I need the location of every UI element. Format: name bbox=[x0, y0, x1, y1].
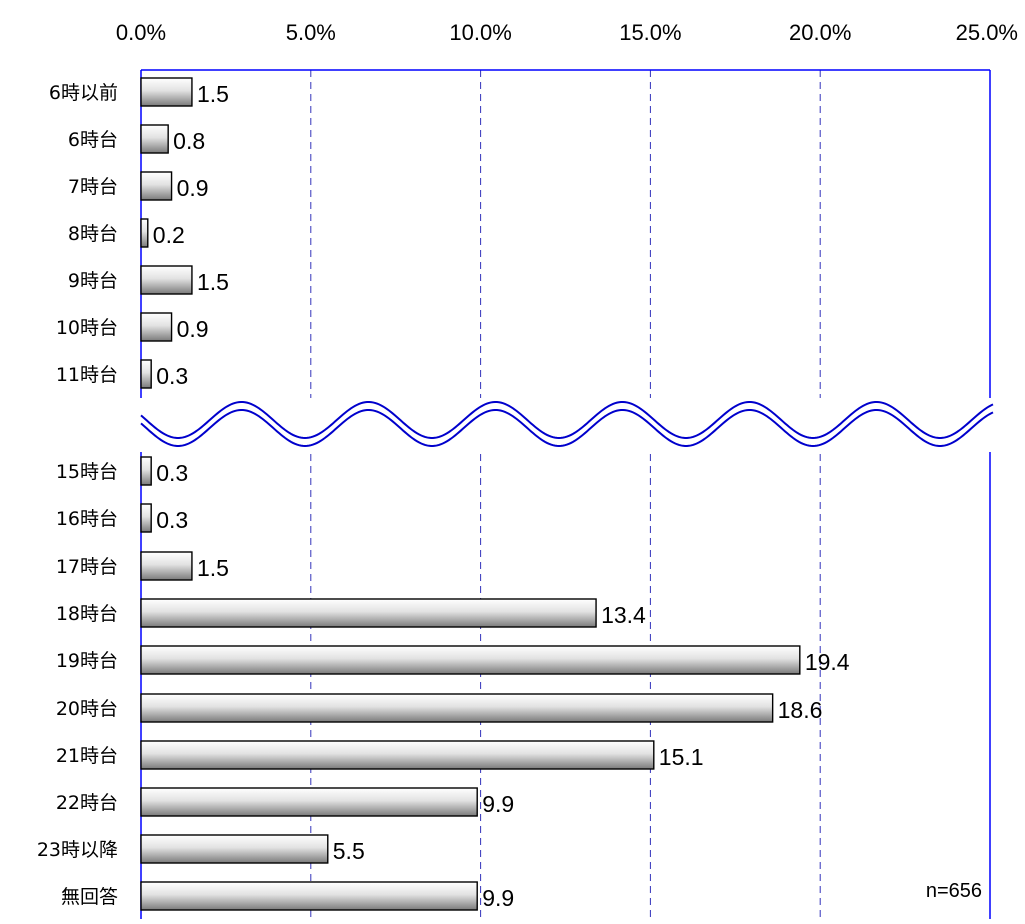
category-label: 23時以降 bbox=[37, 839, 118, 861]
x-tick-label: 15.0% bbox=[619, 20, 681, 45]
x-tick-label: 0.0% bbox=[116, 20, 166, 45]
labels: 0.0% 5.0% 10.0% 15.0% 20.0% 25.0% 6時以前 1.5 6時台 0.… bbox=[37, 20, 1018, 911]
axis-break bbox=[139, 398, 994, 452]
data-label: 0.3 bbox=[156, 507, 188, 533]
data-label: 0.8 bbox=[173, 128, 205, 154]
bar bbox=[140, 77, 193, 107]
bar bbox=[140, 456, 152, 486]
x-tick-label: 25.0% bbox=[956, 20, 1018, 45]
bar bbox=[140, 881, 478, 911]
data-label: 18.6 bbox=[778, 697, 823, 723]
x-tick-label: 5.0% bbox=[286, 20, 336, 45]
data-label: 0.9 bbox=[177, 316, 209, 342]
bar bbox=[140, 171, 173, 201]
data-label: 1.5 bbox=[197, 555, 229, 581]
category-label: 18時台 bbox=[56, 603, 118, 625]
x-tick-label: 10.0% bbox=[449, 20, 511, 45]
axes bbox=[140, 69, 991, 919]
bar bbox=[140, 551, 193, 581]
data-label: 0.3 bbox=[156, 363, 188, 389]
category-label: 15時台 bbox=[56, 461, 118, 483]
bar bbox=[140, 834, 329, 864]
bar bbox=[140, 503, 152, 533]
data-label: 0.3 bbox=[156, 460, 188, 486]
bar bbox=[140, 218, 149, 248]
category-label: 21時台 bbox=[56, 745, 118, 767]
data-label: 0.2 bbox=[153, 222, 185, 248]
category-label: 17時台 bbox=[56, 556, 118, 578]
break-wave-lower bbox=[140, 409, 994, 448]
category-label: 20時台 bbox=[56, 698, 118, 720]
category-label: 無回答 bbox=[61, 886, 118, 908]
data-label: 5.5 bbox=[333, 838, 365, 864]
bar bbox=[140, 740, 655, 770]
bar bbox=[140, 359, 152, 389]
bar bbox=[140, 598, 597, 628]
x-tick-label: 20.0% bbox=[789, 20, 851, 45]
category-label: 16時台 bbox=[56, 508, 118, 530]
data-label: 0.9 bbox=[177, 175, 209, 201]
data-label: 15.1 bbox=[659, 744, 704, 770]
bar bbox=[140, 645, 801, 675]
category-label: 10時台 bbox=[56, 317, 118, 339]
data-label: 1.5 bbox=[197, 81, 229, 107]
bar bbox=[140, 787, 478, 817]
bar bbox=[140, 312, 173, 342]
data-label: 9.9 bbox=[482, 791, 514, 817]
bar bbox=[140, 124, 169, 154]
data-label: 9.9 bbox=[482, 885, 514, 911]
break-wave-upper bbox=[140, 401, 994, 440]
data-label: 1.5 bbox=[197, 269, 229, 295]
data-label: 13.4 bbox=[601, 602, 646, 628]
bars bbox=[140, 77, 801, 911]
category-label: 9時台 bbox=[68, 270, 118, 292]
category-label: 6時以前 bbox=[49, 82, 118, 104]
data-label: 19.4 bbox=[805, 649, 850, 675]
sample-size-note: n=656 bbox=[926, 880, 982, 902]
gridlines bbox=[310, 70, 821, 919]
axis-break-band bbox=[139, 398, 994, 452]
category-label: 7時台 bbox=[68, 176, 118, 198]
bar bbox=[140, 265, 193, 295]
category-label: 8時台 bbox=[68, 223, 118, 245]
category-label: 11時台 bbox=[56, 364, 118, 386]
category-label: 22時台 bbox=[56, 792, 118, 814]
category-label: 19時台 bbox=[56, 650, 118, 672]
bar bbox=[140, 693, 774, 723]
category-label: 6時台 bbox=[68, 129, 118, 151]
